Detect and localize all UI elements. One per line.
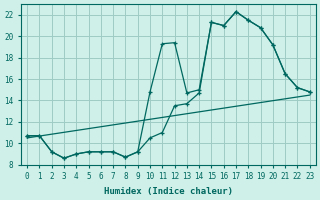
X-axis label: Humidex (Indice chaleur): Humidex (Indice chaleur) (104, 187, 233, 196)
